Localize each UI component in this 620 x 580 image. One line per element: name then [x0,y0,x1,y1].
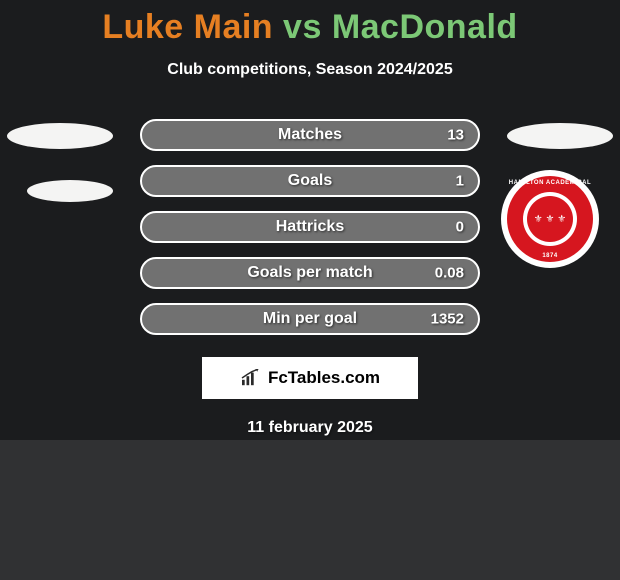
stat-value: 1352 [431,311,464,328]
stat-bar-min-per-goal: Min per goal 1352 [140,303,480,335]
stat-value: 1 [456,173,464,190]
background-bottom [0,440,620,580]
stat-label: Goals [142,172,478,190]
stat-bar-goals-per-match: Goals per match 0.08 [140,257,480,289]
stat-value: 0 [456,219,464,236]
stat-label: Goals per match [142,264,478,282]
club-badge: HAMILTON ACADEMICAL 1874 ⚜ ⚜ ⚜ [501,170,599,268]
stat-label: Min per goal [142,310,478,328]
brand-box: FcTables.com [202,357,418,399]
badge-text-top: HAMILTON ACADEMICAL [501,180,599,186]
player-1-name: Luke Main [102,8,273,46]
brand-text: FcTables.com [268,368,380,388]
stat-label: Matches [142,126,478,144]
stat-value: 0.08 [435,265,464,282]
stat-label: Hattricks [142,218,478,236]
date-text: 11 february 2025 [0,419,620,437]
stat-bar-goals: Goals 1 [140,165,480,197]
stat-bar-hattricks: Hattricks 0 [140,211,480,243]
stat-value: 13 [447,127,464,144]
brand-chart-icon [240,369,262,387]
badge-text-bottom: 1874 [501,253,599,259]
stat-bar-matches: Matches 13 [140,119,480,151]
stats-bars: Matches 13 Goals 1 Hattricks 0 Goals per… [140,119,480,335]
title-vs: vs [283,8,322,46]
subtitle: Club competitions, Season 2024/2025 [0,61,620,79]
decorative-ellipse [507,123,613,149]
comparison-title: Luke Main vs MacDonald [0,0,620,47]
decorative-ellipse [27,180,113,202]
badge-center: ⚜ ⚜ ⚜ [527,196,573,242]
player-2-name: MacDonald [332,8,518,46]
decorative-ellipse [7,123,113,149]
